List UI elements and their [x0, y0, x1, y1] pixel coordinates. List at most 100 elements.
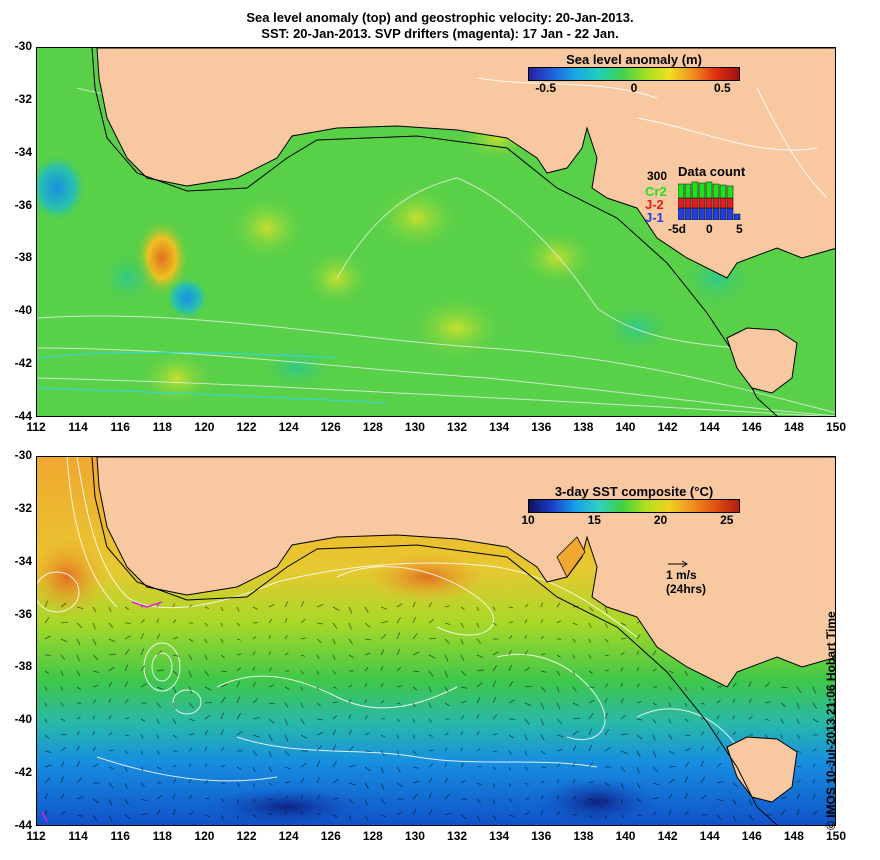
velocity-vector — [492, 680, 496, 688]
sst-map-x-tick: 150 — [825, 829, 847, 843]
sla-map-x-tick: 126 — [320, 420, 341, 434]
velocity-vector — [524, 685, 532, 688]
velocity-vector — [668, 793, 673, 800]
velocity-vector — [60, 670, 64, 676]
velocity-vector — [236, 731, 243, 736]
velocity-vector — [44, 764, 52, 768]
velocity-vector — [604, 683, 609, 688]
velocity-vector — [716, 730, 719, 736]
velocity-vector — [396, 648, 401, 656]
velocity-vector — [588, 713, 594, 720]
velocity-vector — [604, 712, 608, 720]
velocity-vector — [396, 782, 404, 788]
velocity-vector — [636, 814, 642, 816]
velocity-vector — [204, 763, 208, 768]
velocity-vector — [652, 702, 657, 706]
velocity-vector — [220, 606, 224, 612]
map-title-line-2: SST: 20-Jan-2013. SVP drifters (magenta)… — [261, 26, 619, 41]
data-count-bar — [726, 185, 734, 199]
velocity-vector — [188, 763, 192, 768]
velocity-vector — [156, 618, 160, 624]
velocity-vector — [796, 779, 801, 784]
velocity-vector — [732, 782, 739, 788]
velocity-vector — [92, 715, 96, 720]
velocity-vector — [60, 792, 65, 800]
velocity-vector — [188, 604, 193, 608]
velocity-vector — [412, 780, 420, 784]
velocity-vector — [508, 750, 512, 756]
velocity-vector — [732, 698, 736, 704]
velocity-vector — [444, 777, 448, 784]
velocity-vector — [444, 654, 449, 662]
velocity-vector — [348, 746, 354, 752]
velocity-vector — [716, 715, 720, 720]
velocity-vector — [236, 782, 240, 787]
velocity-vector — [796, 718, 800, 725]
sla-map-x-tick: 124 — [278, 420, 299, 434]
velocity-vector — [636, 683, 641, 688]
sla-map-x-tick: 138 — [573, 420, 594, 434]
colorbar-tick: 10 — [521, 513, 535, 527]
velocity-vector — [380, 798, 386, 805]
velocity-vector — [140, 648, 144, 656]
velocity-vector — [652, 650, 657, 656]
velocity-vector — [604, 654, 609, 657]
velocity-vector — [492, 651, 499, 656]
velocity-vector — [284, 734, 289, 742]
velocity-vector — [156, 795, 163, 800]
velocity-vector — [620, 766, 626, 773]
velocity-vector — [524, 811, 530, 816]
velocity-vector — [348, 638, 353, 645]
velocity-vector — [796, 808, 800, 816]
velocity-vector — [380, 782, 385, 790]
velocity-vector — [188, 778, 191, 784]
sla-map-x-tick: 130 — [404, 420, 425, 434]
velocity-vector — [300, 777, 305, 784]
sla-map-x-tick: 132 — [447, 420, 468, 434]
velocity-vector — [364, 766, 371, 772]
velocity-vector — [172, 619, 177, 624]
sst-map-y-tick: -40 — [14, 712, 32, 727]
velocity-vector — [172, 718, 177, 725]
velocity-vector — [76, 796, 84, 800]
velocity-vector — [316, 812, 322, 816]
velocity-vector — [684, 761, 690, 768]
data-count-axis: -5d 0 5 — [668, 222, 752, 236]
velocity-vector — [780, 734, 783, 740]
velocity-vector — [268, 684, 274, 688]
sst-colorbar-ticks: 10 15 20 25 — [521, 513, 740, 527]
velocity-vector — [556, 654, 561, 658]
velocity-vector — [476, 730, 480, 736]
velocity-vector — [268, 782, 273, 787]
velocity-vector — [668, 809, 672, 816]
velocity-vector — [780, 686, 788, 689]
velocity-vector — [396, 702, 402, 705]
velocity-vector — [300, 618, 306, 624]
velocity-vector — [156, 686, 164, 690]
velocity-vector — [492, 696, 497, 704]
velocity-vector — [332, 715, 338, 720]
data-count-bar — [705, 197, 713, 209]
velocity-vector — [508, 798, 513, 803]
velocity-vector — [44, 635, 51, 640]
velocity-vector — [604, 728, 610, 736]
sla-map-x-tick: 150 — [825, 420, 847, 434]
velocity-vector — [316, 702, 321, 707]
velocity-vector — [236, 681, 241, 688]
velocity-vector — [284, 766, 291, 770]
velocity-vector — [780, 702, 786, 708]
velocity-vector — [332, 778, 339, 784]
velocity-vector — [412, 633, 418, 640]
velocity-vector — [700, 686, 705, 691]
colorbar-tick: 0.5 — [713, 81, 731, 95]
velocity-vector — [396, 632, 400, 640]
velocity-vector — [108, 638, 116, 643]
velocity-vector — [492, 714, 498, 720]
velocity-vector — [348, 606, 353, 614]
data-count-bar — [678, 207, 685, 220]
velocity-vector — [348, 782, 356, 786]
velocity-vector — [540, 635, 545, 640]
velocity-vector — [460, 622, 464, 628]
velocity-vector — [172, 654, 180, 657]
velocity-vector — [76, 745, 80, 752]
